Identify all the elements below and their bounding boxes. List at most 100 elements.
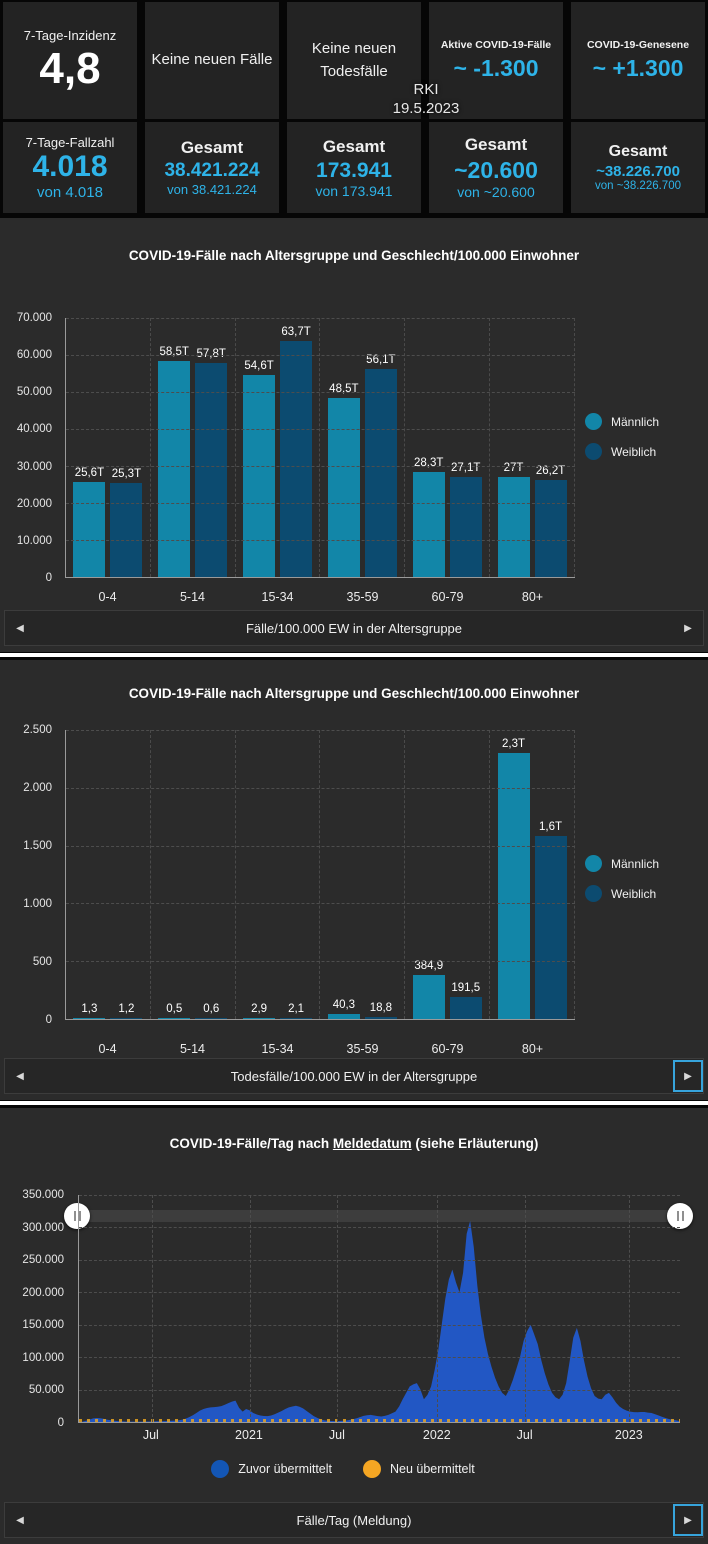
kpi-value: ~ +1.300 bbox=[592, 55, 684, 81]
right-arrow-icon: ▶ bbox=[684, 622, 692, 634]
bar-weiblich-5-14[interactable] bbox=[195, 1018, 228, 1019]
y-axis-label: 1.500 bbox=[23, 840, 52, 852]
barwrap: 28,3T bbox=[412, 457, 445, 577]
bar-group-60-79: 384,9 191,5 bbox=[404, 730, 489, 1019]
bar-weiblich-5-14[interactable] bbox=[195, 363, 228, 577]
kpi-value: 38.421.224 bbox=[164, 160, 260, 181]
pager-left-button[interactable]: ◀ bbox=[5, 1060, 35, 1092]
bar-weiblich-0-4[interactable] bbox=[110, 1018, 143, 1019]
bar-weiblich-15-34[interactable] bbox=[280, 341, 313, 577]
legend-label: Neu übermittelt bbox=[390, 1462, 475, 1476]
pager-right-button[interactable]: ▶ bbox=[673, 1060, 703, 1092]
grid-line bbox=[79, 1357, 680, 1359]
bar-group-15-34: 54,6T 63,7T bbox=[234, 318, 320, 577]
legend-label: Männlich bbox=[611, 856, 660, 871]
barwrap: 25,6T bbox=[73, 467, 106, 577]
grid-line bbox=[66, 903, 575, 905]
bar-value-label: 384,9 bbox=[414, 960, 444, 972]
pager-left-button[interactable]: ◀ bbox=[5, 1504, 35, 1536]
bar-weiblich-60-79[interactable] bbox=[449, 997, 482, 1019]
y-axis-label: 2.000 bbox=[23, 782, 52, 794]
bar-männlich-15-34[interactable] bbox=[243, 375, 276, 577]
bar-group-60-79: 28,3T 27,1T bbox=[404, 318, 489, 577]
grid-line bbox=[66, 392, 575, 393]
bar-männlich-60-79[interactable] bbox=[412, 472, 445, 577]
x-axis-label: Jul bbox=[516, 1428, 533, 1442]
bar-group-5-14: 58,5T 57,8T bbox=[149, 318, 235, 577]
bar-value-label: 27,1T bbox=[451, 462, 481, 474]
kpi-subvalue: von ~20.600 bbox=[457, 184, 535, 200]
barwrap: 25,3T bbox=[110, 468, 143, 577]
time-range-slider-right-handle[interactable] bbox=[667, 1203, 693, 1229]
bar-männlich-15-34[interactable] bbox=[243, 1018, 276, 1019]
bar-value-label: 57,8T bbox=[196, 348, 226, 360]
bar-männlich-60-79[interactable] bbox=[412, 975, 445, 1019]
bar-value-label: 2,9 bbox=[251, 1003, 268, 1015]
pager-left-button[interactable]: ◀ bbox=[5, 612, 35, 644]
meldedatum-link[interactable]: Meldedatum bbox=[332, 1136, 412, 1151]
time-range-slider-track[interactable] bbox=[78, 1210, 680, 1222]
kpi-card-gesamt-todesfaelle: Gesamt 173.941 von 173.941 bbox=[287, 122, 421, 213]
time-range-slider-left-handle[interactable] bbox=[64, 1203, 90, 1229]
y-axis-label: 250.000 bbox=[22, 1254, 64, 1267]
bar-weiblich-80+[interactable] bbox=[534, 480, 567, 577]
bar-männlich-80+[interactable] bbox=[497, 477, 530, 577]
barwrap: 1,2 bbox=[110, 1003, 143, 1019]
y-axis-label: 40.000 bbox=[16, 423, 52, 436]
pager-label: Todesfälle/100.000 EW in der Altersgrupp… bbox=[230, 1068, 478, 1084]
bar-weiblich-35-59[interactable] bbox=[364, 1017, 397, 1019]
bar-männlich-5-14[interactable] bbox=[158, 361, 191, 577]
bar-männlich-0-4[interactable] bbox=[73, 1018, 106, 1019]
legend-swatch-weiblich-icon bbox=[585, 443, 602, 460]
bar-männlich-5-14[interactable] bbox=[158, 1018, 191, 1019]
kpi-card-gesamt-faelle: Gesamt 38.421.224 von 38.421.224 bbox=[145, 122, 279, 213]
bar-männlich-35-59[interactable] bbox=[327, 1014, 360, 1019]
bar-weiblich-60-79[interactable] bbox=[449, 477, 482, 577]
bar-männlich-35-59[interactable] bbox=[327, 398, 360, 577]
x-axis-label: 2022 bbox=[422, 1428, 451, 1442]
bar-männlich-80+[interactable] bbox=[497, 753, 530, 1019]
kpi-header: 7-Tage-Inzidenz 4,8 7-Tage-Fallzahl 4.01… bbox=[0, 0, 708, 215]
kpi-card-7-tage-inzidenz: 7-Tage-Inzidenz 4,8 bbox=[3, 2, 137, 119]
x-axis-label: Jul bbox=[328, 1428, 345, 1442]
right-arrow-icon: ▶ bbox=[684, 1514, 692, 1526]
barwrap: 40,3 bbox=[327, 999, 360, 1019]
zuvor-uebermittelt-series[interactable] bbox=[79, 1220, 680, 1422]
grid-line bbox=[66, 503, 575, 504]
kpi-card-7-tage-fallzahl: 7-Tage-Fallzahl 4.018 von 4.018 bbox=[3, 122, 137, 213]
bar-weiblich-15-34[interactable] bbox=[280, 1018, 313, 1019]
bar-männlich-0-4[interactable] bbox=[73, 482, 106, 577]
y-axis-label: 0 bbox=[57, 1417, 64, 1429]
grid-line bbox=[66, 845, 575, 847]
pager-right-button[interactable]: ▶ bbox=[673, 1504, 703, 1536]
kpi-card-gesamt-aktive: Gesamt ~20.600 von ~20.600 bbox=[429, 122, 563, 213]
kpi-label: Gesamt bbox=[180, 138, 244, 157]
x-axis-label: 5-14 bbox=[179, 590, 206, 604]
bar-weiblich-35-59[interactable] bbox=[364, 369, 397, 577]
kpi-text: Keine neuen Todesfälle bbox=[311, 40, 397, 80]
bar-weiblich-80+[interactable] bbox=[534, 836, 567, 1019]
title-suffix: (siehe Erläuterung) bbox=[411, 1136, 539, 1151]
bar-value-label: 25,6T bbox=[74, 467, 105, 479]
bar-value-label: 191,5 bbox=[451, 982, 481, 994]
pager-right-button[interactable]: ▶ bbox=[673, 612, 703, 644]
y-axis-label: 300.000 bbox=[22, 1221, 64, 1234]
bar-weiblich-0-4[interactable] bbox=[110, 483, 143, 577]
y-axis-label: 10.000 bbox=[16, 534, 52, 547]
x-axis-label: 2021 bbox=[235, 1428, 263, 1442]
legend: Männlich Weiblich bbox=[585, 855, 705, 915]
grid-line bbox=[337, 1195, 339, 1422]
chart-pager: ◀ Fälle/100.000 EW in der Altersgruppe ▶ bbox=[4, 610, 704, 646]
barwrap: 2,9 bbox=[243, 1003, 276, 1019]
legend-item-weiblich: Weiblich bbox=[585, 443, 705, 460]
barwrap: 57,8T bbox=[195, 348, 228, 577]
x-axis-label: 2023 bbox=[614, 1428, 643, 1442]
legend: Zuvor übermittelt Neu übermittelt bbox=[0, 1460, 708, 1478]
left-arrow-icon: ◀ bbox=[16, 622, 24, 634]
legend-label: Weiblich bbox=[611, 886, 657, 901]
bar-value-label: 54,6T bbox=[244, 360, 274, 372]
kpi-value: ~ -1.300 bbox=[453, 55, 539, 81]
legend-item-weiblich: Weiblich bbox=[585, 885, 705, 902]
grid-line bbox=[524, 1195, 526, 1422]
